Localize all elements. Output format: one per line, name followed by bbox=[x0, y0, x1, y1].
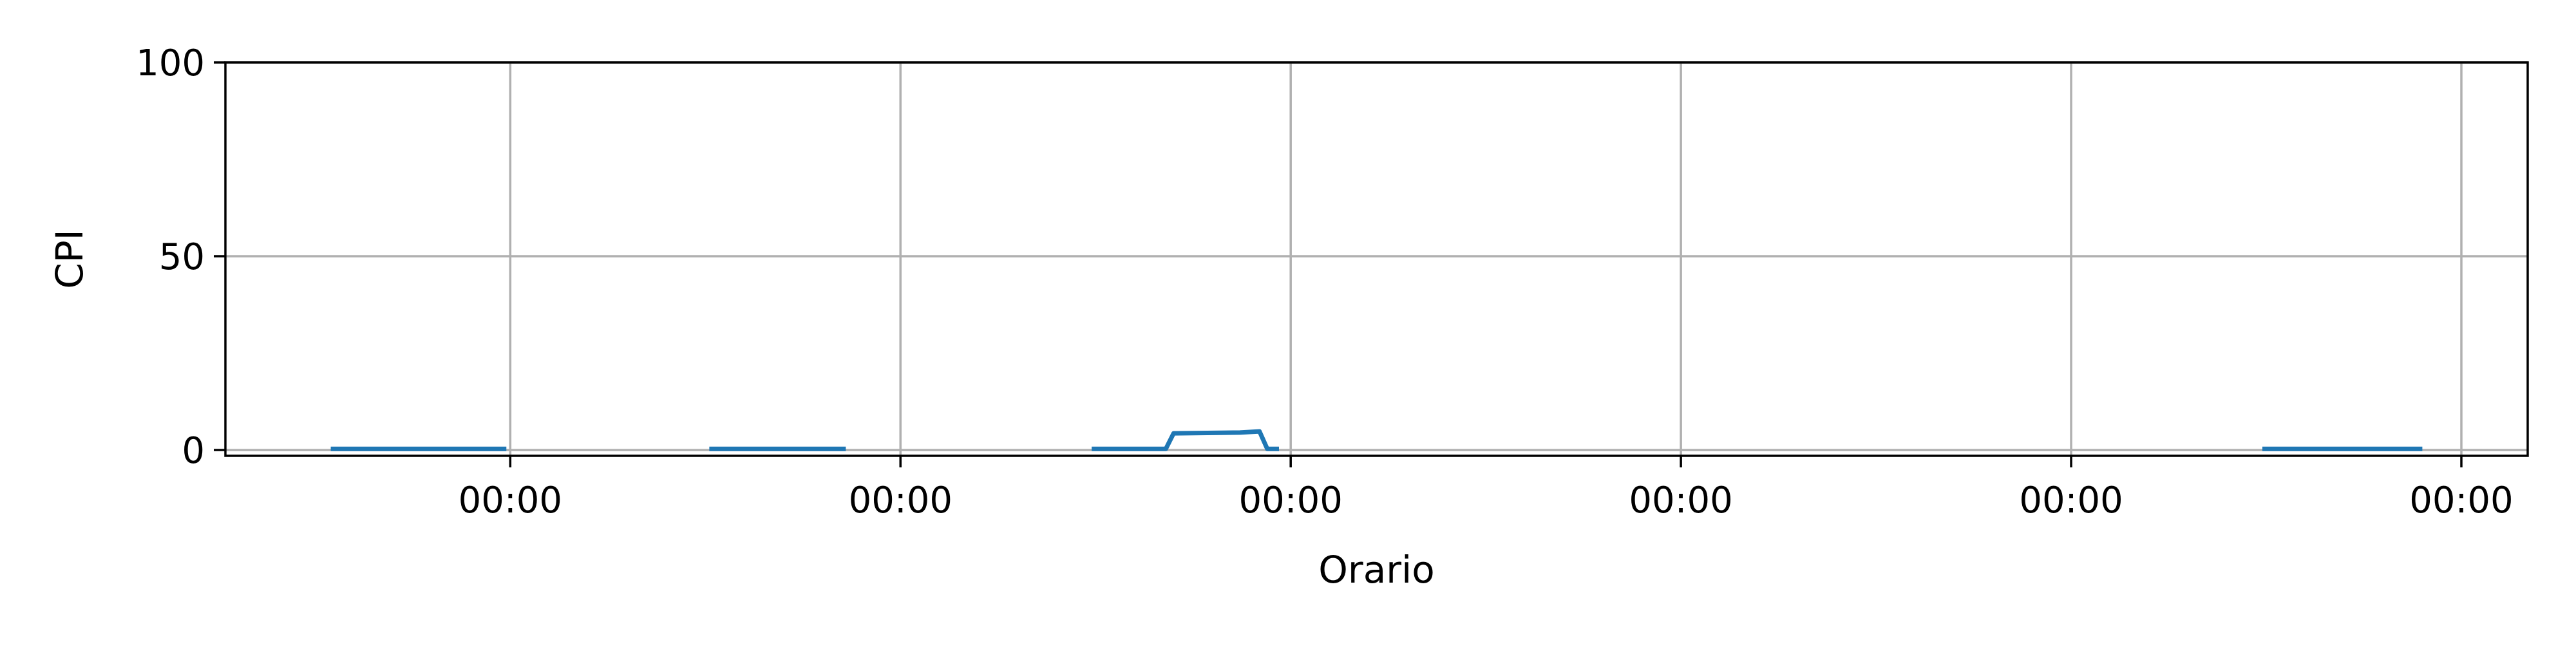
x-axis-label: Orario bbox=[1318, 548, 1435, 592]
x-tick-label-4: 00:00 bbox=[2019, 480, 2123, 521]
series-0-segment-2 bbox=[1092, 429, 1279, 451]
series-layer bbox=[330, 429, 2423, 451]
y-tick-label-0: 0 bbox=[182, 430, 205, 472]
x-tick-label-1: 00:00 bbox=[849, 480, 952, 521]
y-tick-label-1: 50 bbox=[159, 236, 205, 278]
x-tick-label-2: 00:00 bbox=[1238, 480, 1342, 521]
ticks: 00:00 00:00 00:00 00:00 00:00 00:00 0 50 100 bbox=[136, 42, 2514, 521]
x-tick-label-3: 00:00 bbox=[1629, 480, 1732, 521]
x-tick-label-5: 00:00 bbox=[2409, 480, 2513, 521]
x-tick-label-0: 00:00 bbox=[459, 480, 562, 521]
y-axis-label: CPI bbox=[48, 229, 91, 289]
y-tick-label-2: 100 bbox=[136, 42, 205, 84]
plot-frame bbox=[224, 61, 2529, 457]
